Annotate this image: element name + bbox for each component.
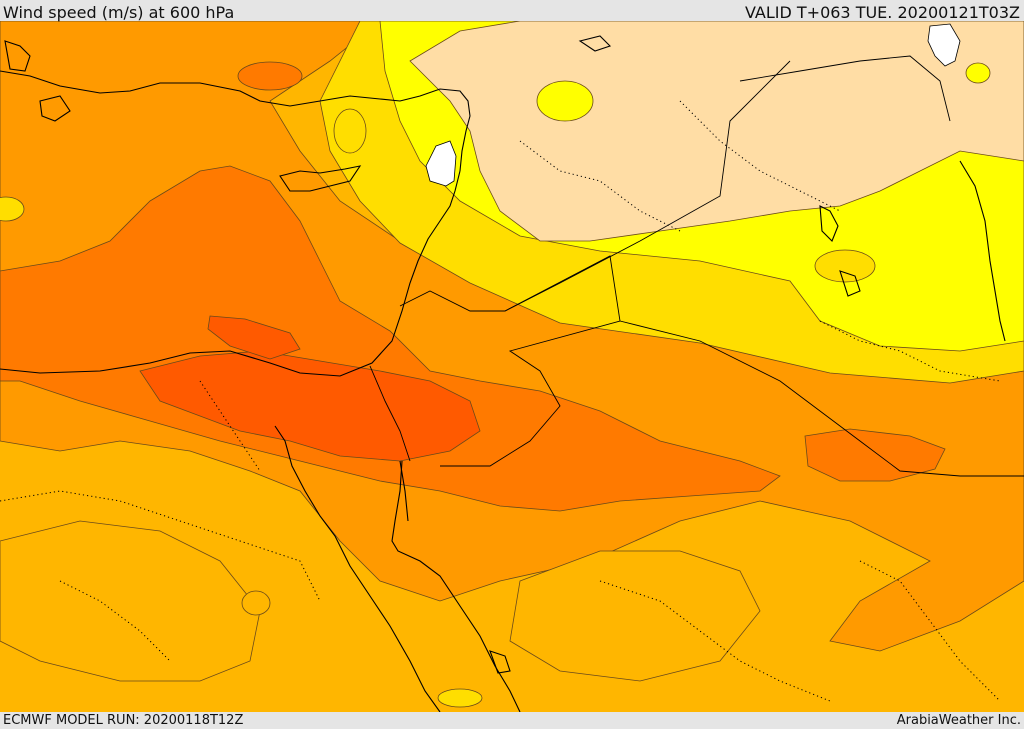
coastlines bbox=[0, 35, 1006, 712]
contour-fill-amber bbox=[241, 590, 271, 616]
contour-fill-gold bbox=[0, 196, 25, 222]
contour-fill-lightest bbox=[409, 21, 1024, 242]
contour-fill-amber bbox=[0, 520, 261, 682]
contour-fill-dark-orange bbox=[237, 61, 303, 91]
contour-fill-gold bbox=[814, 249, 876, 283]
contour-fill-yellow bbox=[965, 62, 991, 84]
country-borders bbox=[369, 55, 1024, 477]
contour-fill-gold bbox=[333, 108, 367, 154]
contour-fill-yellow bbox=[536, 80, 594, 122]
contour-fill-dark-orange bbox=[804, 428, 946, 482]
map-title: Wind speed (m/s) at 600 hPa bbox=[3, 3, 235, 22]
water-body bbox=[425, 140, 457, 187]
credit-label: ArabiaWeather Inc. bbox=[896, 713, 1021, 728]
contour-fill-amber bbox=[509, 550, 761, 682]
model-run-label: ECMWF MODEL RUN: 20200118T12Z bbox=[3, 713, 244, 728]
contour-fill-dark-orange bbox=[0, 165, 781, 512]
wind-speed-map bbox=[0, 21, 1024, 712]
map-header: Wind speed (m/s) at 600 hPa VALID T+063 … bbox=[0, 0, 1024, 22]
contour-fill-gold bbox=[437, 688, 483, 708]
contour-fill-red-orange bbox=[207, 315, 301, 360]
water-body bbox=[927, 23, 961, 67]
valid-time-label: VALID T+063 TUE. 20200121T03Z bbox=[744, 3, 1020, 22]
region-boundaries bbox=[0, 100, 1001, 702]
contour-fill-red-orange bbox=[139, 350, 481, 462]
map-footer: ECMWF MODEL RUN: 20200118T12Z ArabiaWeat… bbox=[0, 712, 1024, 729]
